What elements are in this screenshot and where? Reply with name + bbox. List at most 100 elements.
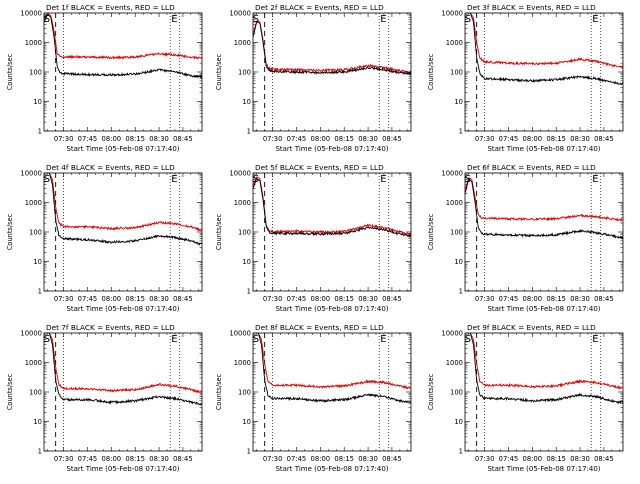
x-tick-label: 07:45 [78, 295, 98, 303]
start-marker-label: S [253, 174, 259, 185]
series-line-lld [253, 176, 411, 235]
chart-panel-6: Det 6f BLACK = Events, RED = LLD Counts/s… [427, 163, 624, 313]
series-line-events [44, 14, 202, 80]
series-line-lld [44, 173, 202, 232]
x-axis-label: Start Time (05-Feb-08 07:17:40) [275, 305, 388, 313]
series-group [253, 333, 411, 404]
x-axis-label: Start Time (05-Feb-08 07:17:40) [487, 465, 600, 473]
y-tick-label: 100 [29, 229, 42, 237]
x-tick-label: 08:15 [546, 295, 566, 303]
y-tick-label: 100 [29, 69, 42, 77]
series-line-events [465, 13, 623, 86]
y-tick-label: 1000 [25, 199, 42, 207]
chart-panel-3: Det 3f BLACK = Events, RED = LLD Counts/s… [427, 3, 624, 153]
chart-panel-5: Det 5f BLACK = Events, RED = LLD Counts/s… [215, 163, 412, 313]
start-marker-label: S [465, 14, 471, 25]
y-tick-label: 100 [238, 69, 251, 77]
y-tick-label: 1 [247, 128, 251, 136]
x-tick-label: 08:30 [358, 135, 378, 143]
y-tick-label: 10 [242, 98, 251, 106]
start-marker-label: S [253, 334, 259, 345]
x-axis-label: Start Time (05-Feb-08 07:17:40) [487, 145, 600, 153]
x-tick-label: 07:45 [499, 295, 519, 303]
y-axis-label: Counts/sec [427, 213, 435, 250]
series-line-events [253, 21, 411, 76]
chart-title: Det 8f BLACK = Events, RED = LLD [255, 323, 384, 332]
x-tick-label: 08:45 [382, 135, 402, 143]
series-line-events [465, 179, 623, 240]
chart-title: Det 4f BLACK = Events, RED = LLD [46, 163, 175, 172]
chart-panel-9: Det 9f BLACK = Events, RED = LLD Counts/s… [427, 323, 624, 473]
x-tick-label: 07:45 [287, 455, 307, 463]
x-tick-label: 07:30 [263, 295, 283, 303]
series-line-lld [44, 333, 202, 394]
x-tick-label: 08:30 [570, 455, 590, 463]
end-marker-label: E [380, 174, 386, 185]
y-tick-label: 10000 [441, 170, 463, 178]
y-tick-label: 1000 [234, 39, 251, 47]
x-tick-label: 08:45 [382, 455, 402, 463]
chart-panel-8: Det 8f BLACK = Events, RED = LLD Counts/s… [215, 323, 412, 473]
y-tick-label: 1 [247, 288, 251, 296]
chart-panel-4: Det 4f BLACK = Events, RED = LLD Counts/s… [6, 163, 203, 313]
end-marker-label: E [380, 334, 386, 345]
y-axis-label: Counts/sec [215, 373, 223, 410]
start-marker-label: S [44, 334, 50, 345]
x-axis-label: Start Time (05-Feb-08 07:17:40) [66, 465, 179, 473]
y-tick-label: 1000 [446, 39, 463, 47]
x-tick-label: 08:00 [311, 455, 331, 463]
chart-title: Det 9f BLACK = Events, RED = LLD [467, 323, 596, 332]
x-tick-label: 08:15 [334, 455, 354, 463]
start-marker-label: S [253, 14, 259, 25]
y-tick-label: 1 [38, 128, 42, 136]
series-line-lld [253, 333, 411, 390]
end-marker-label: E [592, 334, 598, 345]
y-tick-label: 100 [29, 389, 42, 397]
x-tick-label: 08:30 [149, 295, 169, 303]
x-tick-label: 08:30 [358, 455, 378, 463]
y-tick-label: 1000 [25, 39, 42, 47]
y-axis-label: Counts/sec [427, 53, 435, 90]
series-line-lld [253, 20, 411, 75]
y-tick-label: 10 [33, 98, 42, 106]
y-tick-label: 10000 [229, 330, 251, 338]
y-tick-label: 10000 [20, 330, 42, 338]
y-tick-label: 10 [454, 258, 463, 266]
y-tick-label: 10 [242, 258, 251, 266]
y-tick-label: 10000 [229, 170, 251, 178]
series-line-lld [465, 177, 623, 223]
x-tick-label: 07:30 [263, 455, 283, 463]
x-tick-label: 08:00 [311, 295, 331, 303]
x-tick-label: 07:30 [54, 135, 74, 143]
start-marker-label: S [465, 334, 471, 345]
y-tick-label: 1000 [234, 359, 251, 367]
y-tick-label: 10 [33, 258, 42, 266]
chart-title: Det 6f BLACK = Events, RED = LLD [467, 163, 596, 172]
x-tick-label: 07:30 [475, 455, 495, 463]
x-tick-label: 08:30 [570, 295, 590, 303]
series-line-lld [465, 13, 623, 70]
x-axis-label: Start Time (05-Feb-08 07:17:40) [66, 145, 179, 153]
series-group [44, 333, 202, 406]
y-tick-label: 100 [450, 69, 463, 77]
series-line-events [44, 333, 202, 406]
x-tick-label: 08:30 [358, 295, 378, 303]
chart-title: Det 3f BLACK = Events, RED = LLD [467, 3, 596, 12]
y-tick-label: 100 [238, 389, 251, 397]
chart-title: Det 2f BLACK = Events, RED = LLD [255, 3, 384, 12]
y-axis-label: Counts/sec [6, 213, 14, 250]
x-tick-label: 08:15 [546, 135, 566, 143]
x-tick-label: 08:45 [594, 135, 614, 143]
x-tick-label: 07:30 [475, 135, 495, 143]
series-group [465, 13, 623, 86]
y-tick-label: 10000 [441, 330, 463, 338]
x-tick-label: 08:00 [102, 135, 122, 143]
series-line-events [253, 333, 411, 404]
x-tick-label: 08:30 [570, 135, 590, 143]
x-tick-label: 07:45 [499, 135, 519, 143]
end-marker-label: E [171, 14, 177, 25]
x-tick-label: 08:45 [382, 295, 402, 303]
series-group [44, 13, 202, 80]
series-line-events [465, 333, 623, 405]
